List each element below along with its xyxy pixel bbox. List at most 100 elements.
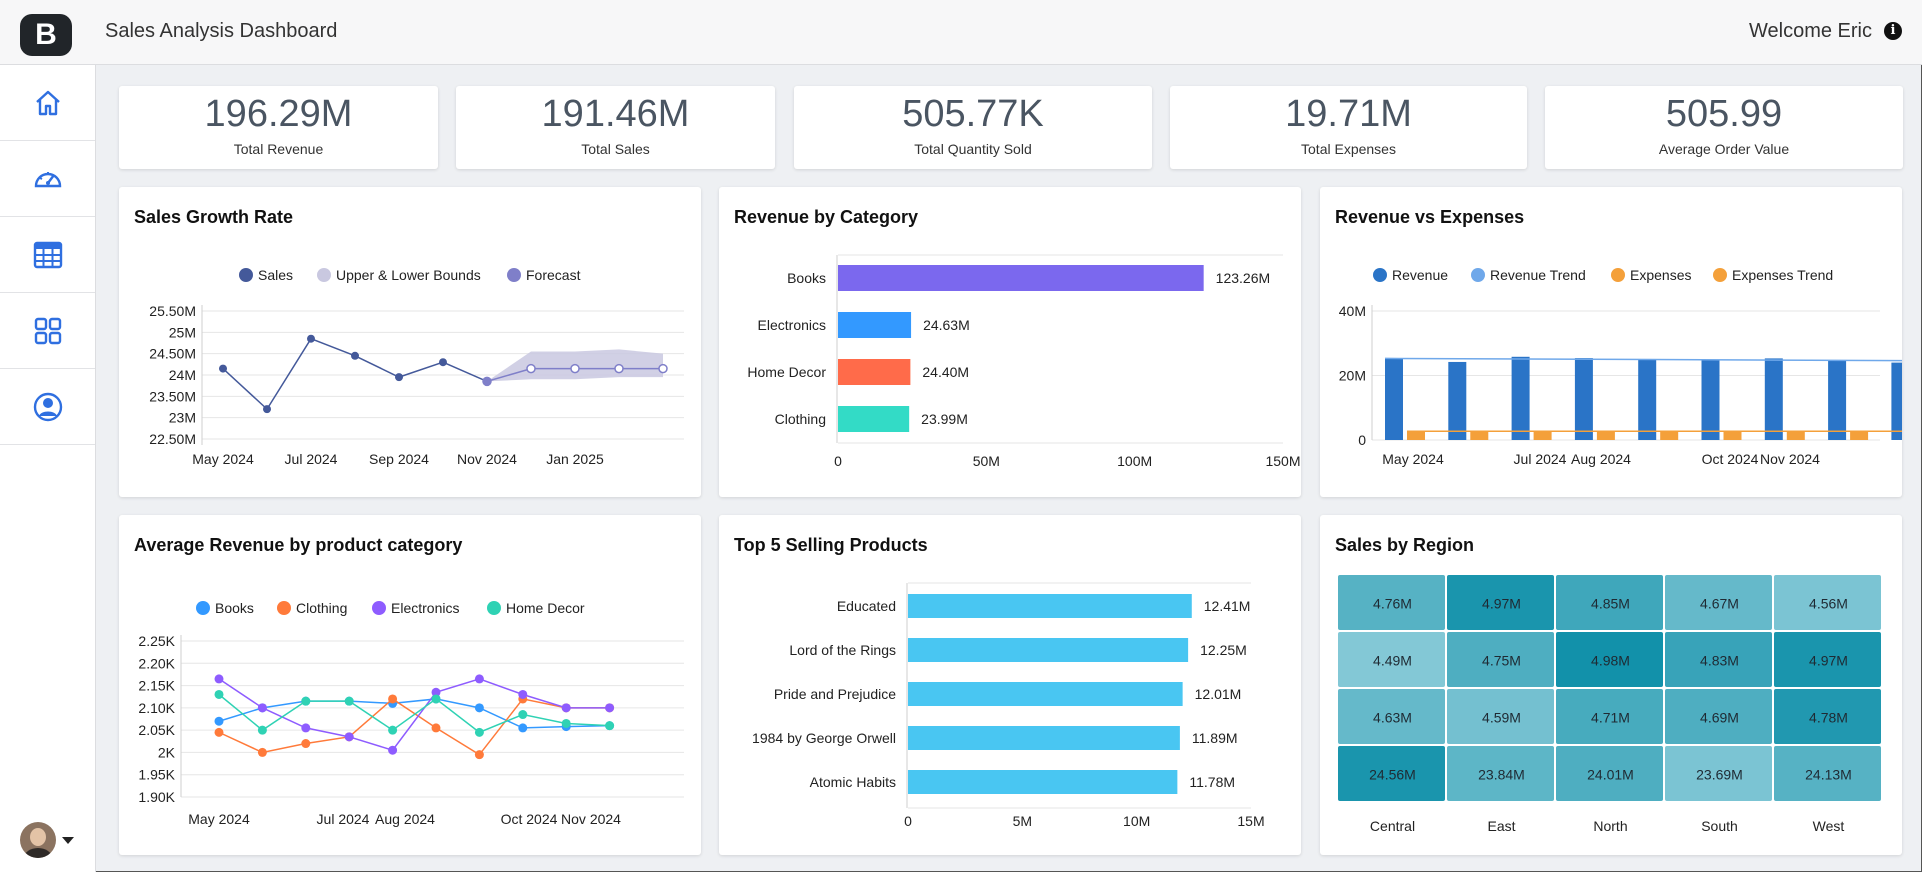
series-point <box>388 725 398 735</box>
expenses-bar <box>1596 431 1615 440</box>
series-line <box>218 698 610 756</box>
category-label: Home Decor <box>747 364 826 380</box>
series-point <box>257 725 267 735</box>
series-point <box>214 727 224 737</box>
column-label: East <box>1487 818 1515 834</box>
info-icon[interactable]: i <box>1884 22 1902 40</box>
kpi-average-order-value: 505.99 Average Order Value <box>1545 86 1903 169</box>
series-point <box>344 696 354 706</box>
card-title: Revenue by Category <box>734 207 919 227</box>
y-tick-label: 23.50M <box>149 388 196 404</box>
card-title: Top 5 Selling Products <box>734 535 928 555</box>
series-point <box>257 747 267 757</box>
legend-marker <box>239 268 253 282</box>
x-tick-label: Nov 2024 <box>1760 451 1820 467</box>
expenses-bar <box>1533 430 1552 440</box>
bar-value-label: 11.78M <box>1189 774 1235 790</box>
sales-point <box>219 364 227 373</box>
expenses-bar <box>1660 431 1679 440</box>
legend-marker <box>196 601 210 615</box>
heatmap-cell <box>1338 575 1445 630</box>
bootstrap-logo[interactable]: B <box>20 14 72 56</box>
card-title: Sales Growth Rate <box>134 207 294 227</box>
x-tick-label: 5M <box>1013 813 1032 829</box>
series-point <box>605 721 615 731</box>
series-point <box>561 703 571 713</box>
user-menu[interactable] <box>20 822 74 858</box>
series-point <box>474 703 484 713</box>
heatmap-cell <box>1665 689 1772 744</box>
sales-point <box>351 351 359 360</box>
heatmap-cell <box>1774 746 1881 801</box>
kpi-label: Total Sales <box>581 141 650 157</box>
series-point <box>474 727 484 737</box>
sidebar-item-grid[interactable] <box>0 293 95 369</box>
x-tick-label: 50M <box>973 453 1000 469</box>
kpi-value: 19.71M <box>1285 93 1412 135</box>
revenue-bar <box>1511 356 1530 440</box>
heatmap-cell <box>1338 689 1445 744</box>
legend-label: Clothing <box>296 600 347 616</box>
kpi-label: Total Quantity Sold <box>914 141 1032 157</box>
kpi-value: 191.46M <box>541 93 690 135</box>
product-label: Educated <box>837 598 896 614</box>
forecast-point <box>526 363 536 374</box>
x-tick-label: Oct 2024 <box>1702 451 1759 467</box>
kpi-value: 505.77K <box>902 93 1044 135</box>
heatmap-cell <box>1447 746 1554 801</box>
sales-by-region-heatmap: 4.76M 4.97M 4.85M 4.67M 4.56M 4.49M 4.75M 4.98M… <box>1338 575 1881 834</box>
legend-label: Books <box>215 600 254 616</box>
revenue-bar <box>1385 358 1403 440</box>
kpi-total-revenue: 196.29M Total Revenue <box>119 86 438 169</box>
sidebar-item-profile[interactable] <box>0 369 95 445</box>
sales-point <box>439 358 447 367</box>
legend-marker <box>372 601 386 615</box>
heatmap-cell <box>1556 632 1663 687</box>
caret-down-icon[interactable] <box>62 836 74 844</box>
y-tick-label: 2K <box>158 744 176 760</box>
product-bar <box>908 726 1180 750</box>
card-sales-growth: Sales Growth Rate Sales Upper & Lower Bou… <box>119 187 701 497</box>
heatmap-cell <box>1774 575 1881 630</box>
heatmap-cell-label: 4.69M <box>1700 710 1739 726</box>
y-tick-label: 20M <box>1339 368 1366 384</box>
heatmap-cell-label: 4.71M <box>1591 710 1630 726</box>
y-tick-label: 1.90K <box>138 789 175 805</box>
heatmap-cell <box>1338 746 1445 801</box>
revenue-bar <box>1701 359 1720 440</box>
expenses-bar <box>1470 431 1489 440</box>
revenue-by-category-chart: 0 50M 100M 150M Books 123.26M Electronics 24.63… <box>747 254 1301 469</box>
x-tick-label: May 2024 <box>192 451 254 467</box>
page-title: Sales Analysis Dashboard <box>105 20 338 42</box>
x-tick-label: Jul 2024 <box>285 451 338 467</box>
bar-value-label: 12.01M <box>1195 686 1242 702</box>
card-title: Average Revenue by product category <box>134 535 463 555</box>
legend-label: Upper & Lower Bounds <box>336 267 481 283</box>
expenses-bar <box>1850 430 1869 440</box>
revenue-bar <box>1828 360 1847 440</box>
sidebar-item-home[interactable] <box>0 65 95 141</box>
bar-value-label: 12.25M <box>1200 642 1247 658</box>
heatmap-cell-label: 4.59M <box>1482 710 1521 726</box>
series-point <box>474 674 484 684</box>
series-point <box>388 694 398 704</box>
avg-revenue-chart: Books Clothing Electronics Home Decor 2.25K 2… <box>138 600 684 827</box>
heatmap-cell <box>1556 689 1663 744</box>
series-point <box>605 703 615 713</box>
bar-value-label: 24.63M <box>923 317 970 333</box>
avatar[interactable] <box>20 822 56 858</box>
legend-label: Revenue Trend <box>1490 267 1586 283</box>
y-tick-label: 2.25K <box>138 633 175 649</box>
series-point <box>388 745 398 755</box>
sales-point <box>307 334 315 343</box>
sidebar-item-dashboard[interactable] <box>0 141 95 217</box>
x-tick-label: Nov 2024 <box>561 811 621 827</box>
x-tick-label: 10M <box>1123 813 1150 829</box>
sidebar-item-table[interactable] <box>0 217 95 293</box>
bar-value-label: 11.89M <box>1192 730 1238 746</box>
x-tick-label: Sep 2024 <box>369 451 429 467</box>
heatmap-cell-label: 4.78M <box>1809 710 1848 726</box>
heatmap-cell-label: 4.98M <box>1591 653 1630 669</box>
series-point <box>214 674 224 684</box>
legend-label: Forecast <box>526 267 581 283</box>
